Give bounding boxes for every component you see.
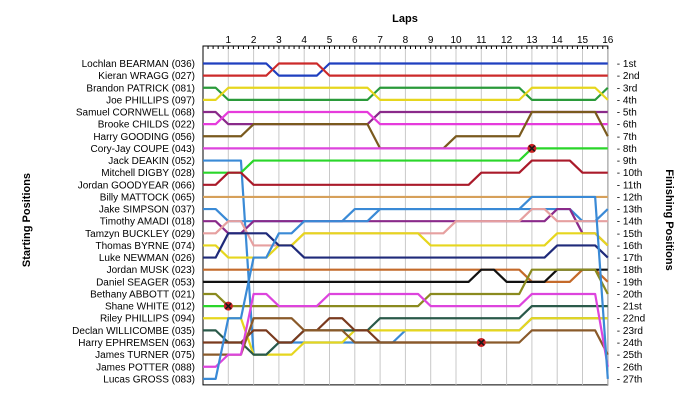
series-line [203,207,609,247]
driver-label: Harry EPHREMSEN (063) [78,338,195,349]
finishing-position-label: - 19th [617,277,643,288]
position-lines [203,62,609,380]
finishing-position-label: - 22nd [617,314,645,325]
finishing-position-label: - 13th [617,205,643,216]
finishing-position-label: - 10th [617,168,643,179]
series-line [203,62,608,77]
x-tick-label: 4 [301,35,307,46]
x-tick-label: 10 [450,35,462,46]
finishing-position-label: - 25th [617,350,643,361]
driver-label: Harry GOODING (056) [93,132,195,143]
finishing-position-label: - 8th [617,144,637,155]
finishing-position-label: - 7th [617,132,637,143]
finishing-position-label: - 6th [617,120,637,131]
driver-label: Samuel CORNWELL (068) [76,108,195,119]
driver-label: Thomas BYRNE (074) [96,241,195,252]
series-line [203,86,609,101]
x-tick-label: 9 [428,35,434,46]
series-line [203,292,609,368]
series-line [203,317,609,356]
driver-label: Jordan GOODYEAR (066) [78,180,195,191]
driver-label: Timothy AMADI (018) [100,217,195,228]
series-line [203,268,608,283]
finishing-position-label: - 17th [617,253,643,264]
series-line [203,86,609,101]
finishing-position-label: - 12th [617,192,643,203]
finishing-position-labels: - 1st- 2nd- 3rd- 4th - 5th- 6th- 7th- 8th… [617,59,645,385]
driver-label: Daniel SEAGER (053) [96,277,195,288]
series-line [203,195,609,380]
series-line [203,62,608,77]
driver-label: Jordan MUSK (023) [107,265,195,276]
series-line [203,268,609,283]
finishing-position-label: - 20th [617,289,643,300]
x-tick-label: 8 [403,35,409,46]
x-tick-label: 16 [602,35,614,46]
finishing-position-label: - 27th [617,374,643,385]
finishing-position-label: - 11th [617,180,642,191]
x-tick-labels: 1 2 3 4 5 6 7 8 9 10 11 12 13 14 15 16 [226,35,614,46]
driver-label: Lochlan BEARMAN (036) [82,59,195,70]
finishing-position-label: - 5th [617,108,637,119]
x-tick-label: 14 [552,35,564,46]
x-tick-label: 5 [327,35,333,46]
x-tick-label: 3 [276,35,282,46]
driver-label: Shane WHITE (012) [105,302,195,313]
finishing-position-label: - 4th [617,95,637,106]
chart-title: Laps [392,13,418,25]
series-line [203,232,609,259]
driver-label: Lucas GROSS (083) [103,374,195,385]
driver-label: James TURNER (075) [95,350,195,361]
driver-label: Jack DEAKIN (052) [108,156,195,167]
series-line [203,110,608,126]
driver-label: Mitchell DIGBY (028) [101,168,195,179]
x-tick-label: 12 [501,35,513,46]
finishing-position-label: - 23rd [617,326,643,337]
y-axis-title-left: Starting Positions [21,173,33,267]
x-tick-label: 7 [377,35,383,46]
finishing-position-label: - 1st [617,59,637,70]
finishing-position-label: - 18th [617,265,643,276]
finishing-position-label: - 21st [617,302,642,313]
retired-marker [223,301,233,311]
driver-label: Declan WILLICOMBE (035) [72,326,195,337]
series-line [203,268,609,308]
retired-markers [223,143,537,347]
x-tick-label: 2 [251,35,257,46]
finishing-position-label: - 2nd [617,71,640,82]
finishing-position-label: - 16th [617,241,643,252]
driver-label: Bethany ABBOTT (021) [90,289,195,300]
driver-label: Billy MATTOCK (065) [100,192,195,203]
finishing-position-label: - 14th [617,217,643,228]
x-tick-label: 1 [226,35,232,46]
finishing-position-label: - 15th [617,229,643,240]
driver-label: Tamzyn BUCKLEY (029) [85,229,195,240]
driver-label: Jake SIMPSON (037) [99,205,195,216]
x-tick-label: 6 [352,35,358,46]
driver-label: Cory-Jay COUPE (043) [91,144,195,155]
driver-label: Kieran WRAGG (027) [98,71,195,82]
grid [202,45,609,386]
finishing-position-label: - 24th [617,338,643,349]
finishing-position-label: - 26th [617,362,643,373]
x-tick-label: 13 [526,35,538,46]
driver-label: Riley PHILLIPS (094) [100,314,195,325]
driver-label: Brooke CHILDS (022) [98,120,195,131]
x-tick-label: 15 [577,35,589,46]
driver-labels: Lochlan BEARMAN (036)Kieran WRAGG (027)B… [72,59,195,385]
driver-label: Brandon PATRICK (081) [86,83,195,94]
driver-label: Luke NEWMAN (026) [99,253,195,264]
finishing-position-label: - 9th [617,156,637,167]
series-line [203,159,608,186]
retired-marker [527,143,537,153]
finishing-position-label: - 3rd [617,83,638,94]
retired-marker [476,337,486,347]
x-tick-label: 11 [476,35,487,46]
y-axis-title-right: Finishing Positions [663,169,675,270]
driver-label: Joe PHILLIPS (097) [106,95,195,106]
driver-label: James POTTER (088) [96,362,195,373]
